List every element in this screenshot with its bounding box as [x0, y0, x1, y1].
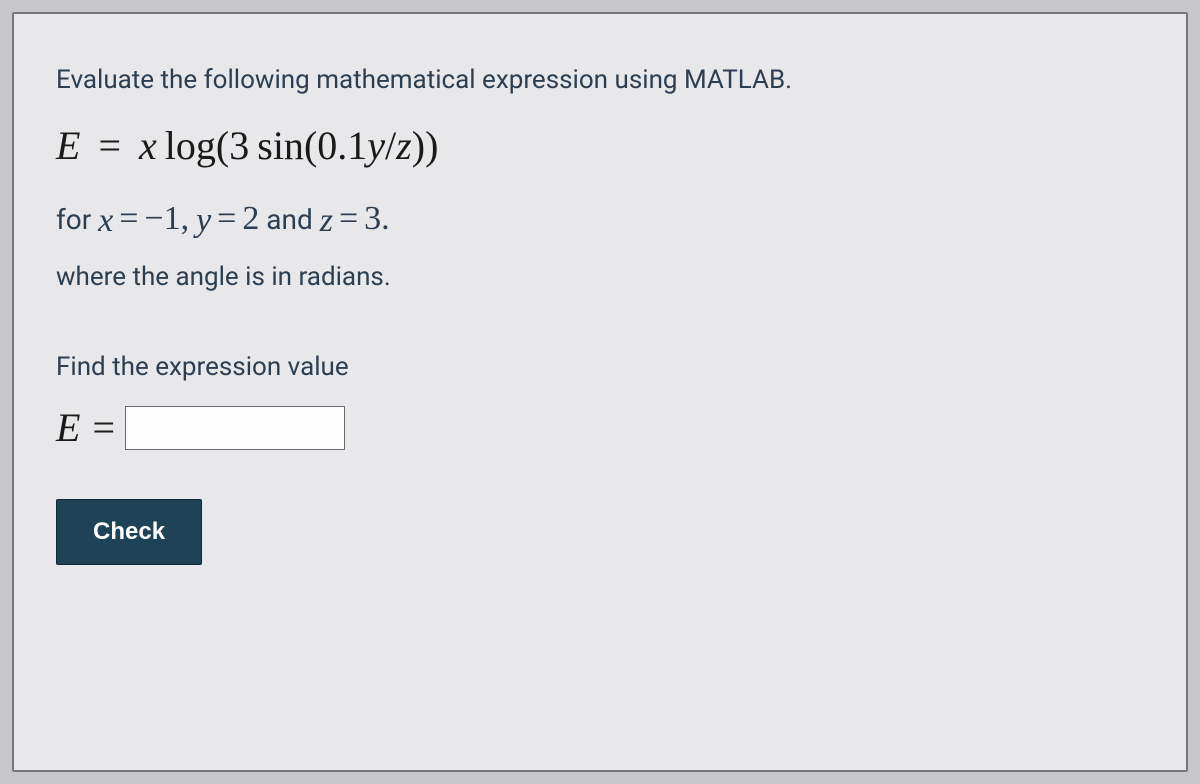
for-word: for: [56, 203, 98, 236]
main-equation: E = x log(3 sin(0.1y/z)): [56, 120, 1144, 172]
and-word: and: [259, 203, 319, 236]
check-button[interactable]: Check: [56, 499, 202, 565]
equation-lhs: E: [56, 123, 80, 168]
paren-close-1: ): [425, 123, 438, 168]
paren-open-1: (: [216, 123, 229, 168]
equals-sign: =: [90, 123, 129, 168]
func-log: log: [165, 123, 216, 168]
slash: /: [385, 123, 396, 168]
paren-close-2: ): [412, 123, 425, 168]
answer-label: E: [56, 404, 80, 451]
given-y-val: 2: [242, 200, 259, 237]
given-x-var: x: [98, 202, 113, 239]
period: .: [381, 200, 390, 237]
given-z-eq: =: [333, 200, 364, 237]
answer-input[interactable]: [125, 406, 345, 450]
func-sin: sin: [257, 123, 304, 168]
var-z: z: [396, 123, 412, 168]
given-z-val: 3: [364, 200, 381, 237]
given-z-var: z: [320, 202, 333, 239]
given-values: for x=−1, y=2 and z=3.: [56, 200, 1144, 240]
answer-eq: =: [92, 404, 115, 451]
given-y-var: y: [196, 202, 211, 239]
question-card: Evaluate the following mathematical expr…: [12, 12, 1188, 772]
note-radians: where the angle is in radians.: [56, 262, 1144, 292]
var-x: x: [139, 123, 157, 168]
find-prompt: Find the expression value: [56, 352, 1144, 382]
question-intro: Evaluate the following mathematical expr…: [56, 62, 1144, 98]
given-y-eq: =: [211, 200, 242, 237]
coef-3: 3: [229, 123, 249, 168]
given-x-eq: =: [113, 200, 144, 237]
paren-open-2: (: [304, 123, 317, 168]
coef-01: 0.1: [317, 123, 367, 168]
given-x-val: −1: [144, 200, 180, 237]
answer-row: E =: [56, 404, 1144, 451]
comma: ,: [181, 200, 190, 237]
var-y: y: [367, 123, 385, 168]
